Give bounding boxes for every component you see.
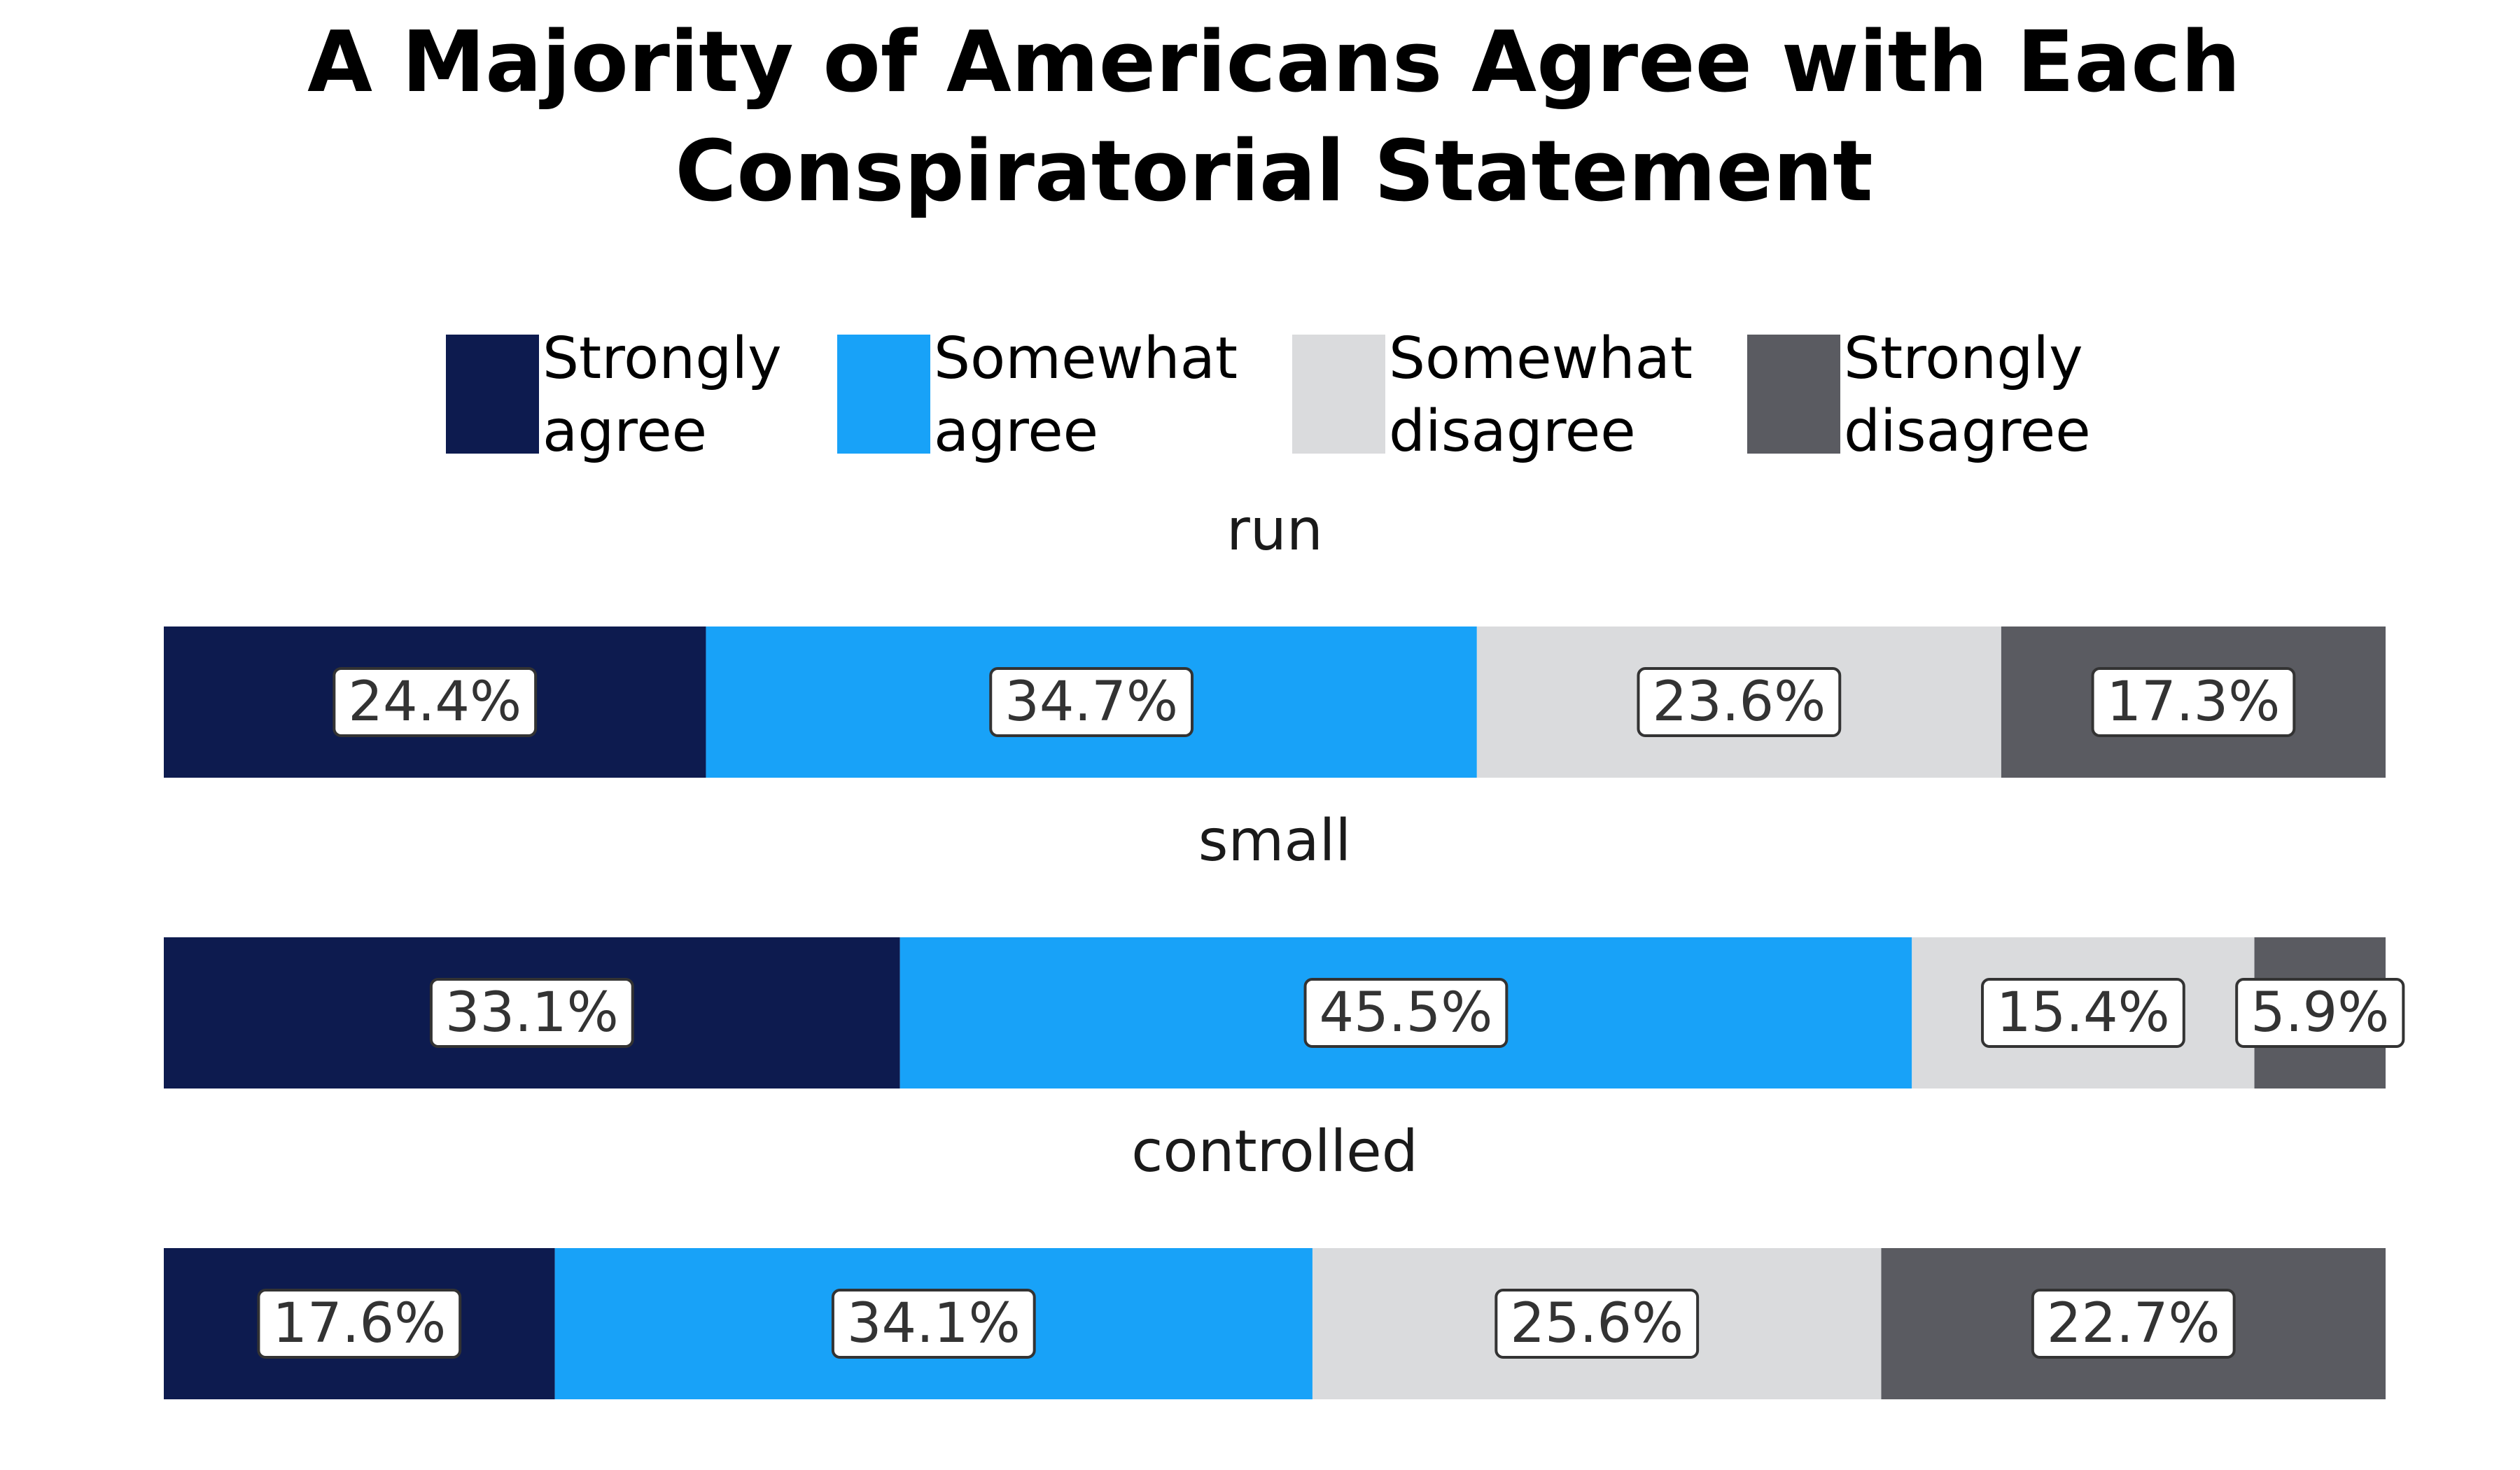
value-label-text: 22.7% xyxy=(2047,1292,2220,1355)
value-label-box xyxy=(1981,978,2185,1048)
value-label-text: 17.3% xyxy=(2107,671,2281,734)
legend-swatch xyxy=(1292,335,1385,454)
value-label: 34.7% xyxy=(989,667,1194,737)
value-label: 24.4% xyxy=(332,667,538,737)
category-label: small xyxy=(1198,808,1351,874)
legend-swatch xyxy=(837,335,930,454)
value-label-text: 45.5% xyxy=(1320,981,1493,1044)
legend-label: Strongly xyxy=(1844,326,2083,392)
chart-panels: run 24.4% 34.7% 23.6% 17.3% small 33.1% 45.5% 15… xyxy=(164,497,2405,1399)
value-label-box xyxy=(2091,667,2296,737)
value-label: 45.5% xyxy=(1303,978,1508,1048)
value-label-text: 17.6% xyxy=(272,1292,446,1355)
legend-label: Somewhat xyxy=(934,326,1238,392)
legend-label: disagree xyxy=(1844,398,2091,465)
value-label-box xyxy=(1303,978,1508,1048)
category-label: run xyxy=(1226,497,1323,564)
value-label-text: 25.6% xyxy=(1510,1292,1684,1355)
legend-label: disagree xyxy=(1389,398,1636,465)
legend-label: agree xyxy=(542,398,707,465)
bar-panel: controlled 17.6% 34.1% 25.6% 22.7% xyxy=(164,1119,2386,1399)
value-label-text: 34.1% xyxy=(847,1292,1021,1355)
value-label-text: 15.4% xyxy=(1996,981,2170,1044)
value-label: 25.6% xyxy=(1494,1289,1700,1359)
value-label-text: 33.1% xyxy=(445,981,619,1044)
chart-legend: StronglyagreeSomewhatagreeSomewhatdisagr… xyxy=(446,326,2091,465)
value-label-box xyxy=(2235,978,2405,1048)
value-label: 5.9% xyxy=(2235,978,2405,1048)
value-label: 17.3% xyxy=(2091,667,2296,737)
legend-label: Strongly xyxy=(542,326,782,392)
value-label-box xyxy=(831,1289,1036,1359)
legend-label: agree xyxy=(934,398,1098,465)
value-label-box xyxy=(2031,1289,2236,1359)
legend-swatch xyxy=(1747,335,1840,454)
value-label-box xyxy=(332,667,538,737)
value-label: 23.6% xyxy=(1637,667,1842,737)
value-label: 15.4% xyxy=(1981,978,2185,1048)
value-label-box xyxy=(257,1289,462,1359)
value-label-box xyxy=(1494,1289,1700,1359)
value-label-box xyxy=(429,978,634,1048)
chart-title: A Majority of Americans Agree with Each C… xyxy=(307,14,2241,220)
chart-title-line: Conspiratorial Statement xyxy=(675,123,1872,220)
value-label-box xyxy=(1637,667,1842,737)
value-label-text: 24.4% xyxy=(348,671,522,734)
legend-label: Somewhat xyxy=(1389,326,1693,392)
value-label: 17.6% xyxy=(257,1289,462,1359)
value-label-box xyxy=(989,667,1194,737)
value-label: 22.7% xyxy=(2031,1289,2236,1359)
bar-panel: small 33.1% 45.5% 15.4% 5.9% xyxy=(164,808,2405,1088)
chart-title-line: A Majority of Americans Agree with Each xyxy=(307,14,2241,111)
bar-panel: run 24.4% 34.7% 23.6% 17.3% xyxy=(164,497,2386,778)
value-label: 33.1% xyxy=(429,978,634,1048)
value-label-text: 34.7% xyxy=(1004,671,1178,734)
legend-swatch xyxy=(446,335,539,454)
value-label-text: 23.6% xyxy=(1652,671,1826,734)
category-label: controlled xyxy=(1131,1119,1418,1185)
value-label-text: 5.9% xyxy=(2250,981,2389,1044)
value-label: 34.1% xyxy=(831,1289,1036,1359)
